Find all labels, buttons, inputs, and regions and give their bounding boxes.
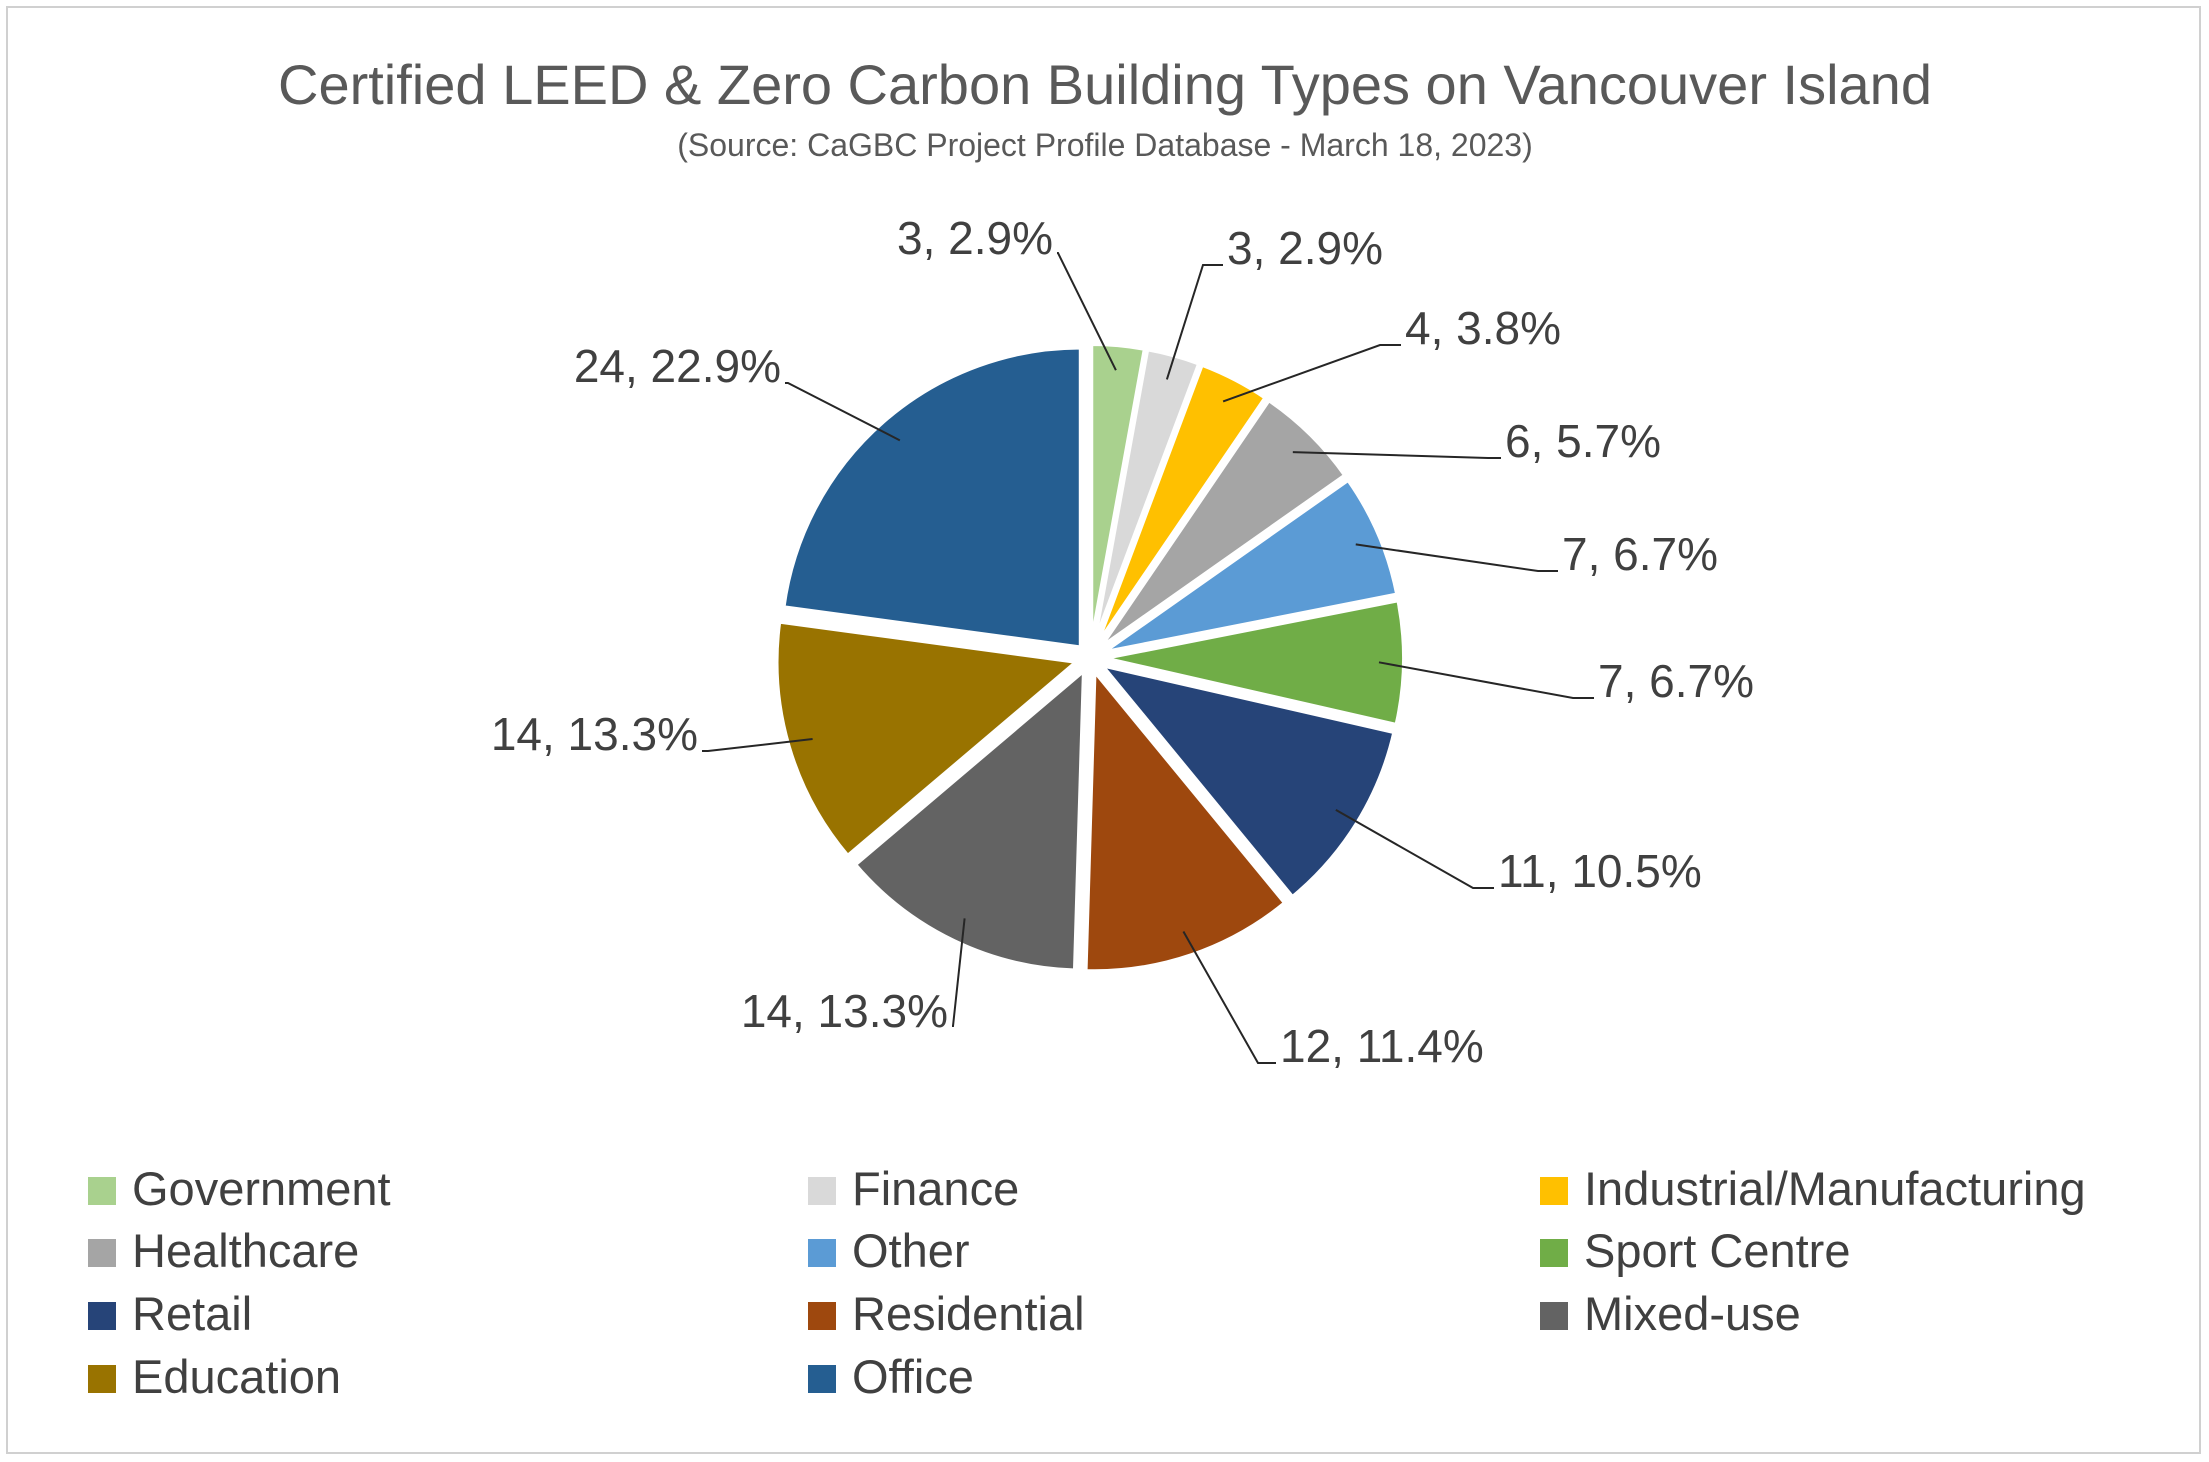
legend-label: Sport Centre — [1584, 1224, 1850, 1277]
data-label: 7, 6.7% — [1598, 655, 1754, 707]
legend-label: Healthcare — [132, 1224, 359, 1277]
legend-item: Education — [88, 1350, 341, 1403]
legend-swatch — [808, 1365, 836, 1393]
legend-swatch — [1540, 1177, 1568, 1205]
data-label: 6, 5.7% — [1505, 415, 1661, 467]
legend-swatch — [808, 1239, 836, 1267]
legend-label: Government — [132, 1162, 391, 1215]
pie-slice-office — [781, 345, 1083, 650]
leader-line — [1355, 543, 1558, 572]
legend-label: Other — [852, 1224, 970, 1277]
legend: Government Finance Industrial/Manufacturin… — [88, 1162, 2086, 1403]
leader-line — [1378, 661, 1594, 699]
legend-swatch — [808, 1177, 836, 1205]
pie-slice-mixed-use — [852, 666, 1087, 973]
legend-label: Office — [852, 1350, 974, 1403]
data-label: 14, 13.3% — [491, 708, 698, 760]
legend-label: Industrial/Manufacturing — [1584, 1162, 2086, 1215]
pie-slice-industrial-manufacturing — [1094, 362, 1269, 647]
data-label: 24, 22.9% — [574, 340, 781, 392]
legend-label: Residential — [852, 1287, 1085, 1340]
legend-item: Government — [88, 1162, 391, 1215]
pie-chart: Certified LEED & Zero Carbon Building Ty… — [88, 53, 2086, 1403]
legend-item: Other — [808, 1224, 970, 1277]
legend-item: Mixed-use — [1540, 1287, 1801, 1340]
legend-item: Finance — [808, 1162, 1019, 1215]
leader-line — [1057, 252, 1117, 371]
chart-subtitle: (Source: CaGBC Project Profile Database … — [677, 127, 1532, 163]
pie-slice-other — [1101, 477, 1400, 655]
legend-swatch — [808, 1302, 836, 1330]
legend-label: Retail — [132, 1287, 252, 1340]
leader-line — [1165, 264, 1223, 380]
legend-item: Healthcare — [88, 1224, 359, 1277]
leader-line — [702, 738, 813, 752]
legend-swatch — [1540, 1239, 1568, 1267]
legend-item: Residential — [808, 1287, 1085, 1340]
data-label: 11, 10.5% — [1498, 845, 1702, 897]
data-label: 7, 6.7% — [1562, 528, 1718, 580]
pie-slice-sport-centre — [1103, 597, 1406, 728]
legend-item: Office — [808, 1350, 974, 1403]
leader-lines — [702, 252, 1594, 1064]
data-label: 4, 3.8% — [1405, 302, 1561, 354]
legend-swatch — [88, 1365, 116, 1393]
leader-line — [1222, 344, 1401, 403]
legend-label: Finance — [852, 1162, 1019, 1215]
pie-slice-government — [1089, 342, 1148, 645]
data-label: 12, 11.4% — [1280, 1020, 1484, 1072]
pie-slice-healthcare — [1098, 397, 1348, 650]
legend-swatch — [88, 1239, 116, 1267]
pie-slices — [774, 342, 1406, 974]
legend-swatch — [88, 1302, 116, 1330]
legend-swatch — [88, 1177, 116, 1205]
legend-item: Sport Centre — [1540, 1224, 1850, 1277]
data-label: 3, 2.9% — [897, 212, 1053, 264]
legend-item: Retail — [88, 1287, 252, 1340]
leader-line — [1182, 930, 1276, 1064]
leader-line — [1335, 809, 1494, 889]
leader-line — [785, 382, 901, 442]
data-label: 14, 13.3% — [741, 985, 948, 1037]
data-labels: 3, 2.9% 3, 2.9% 4, 3.8% 6, 5.7% 7, 6.7% 7, 6.… — [491, 212, 1754, 1072]
data-label: 3, 2.9% — [1227, 222, 1383, 274]
pie-slice-education — [774, 619, 1082, 859]
chart-title: Certified LEED & Zero Carbon Building Ty… — [278, 53, 1932, 116]
legend-label: Education — [132, 1350, 341, 1403]
legend-label: Mixed-use — [1584, 1287, 1801, 1340]
chart-area: Certified LEED & Zero Carbon Building Ty… — [6, 6, 2201, 1454]
leader-line — [952, 918, 966, 1027]
legend-item: Industrial/Manufacturing — [1540, 1162, 2086, 1215]
pie-slice-residential — [1083, 665, 1288, 974]
legend-swatch — [1540, 1302, 1568, 1330]
leader-line — [1292, 451, 1501, 459]
